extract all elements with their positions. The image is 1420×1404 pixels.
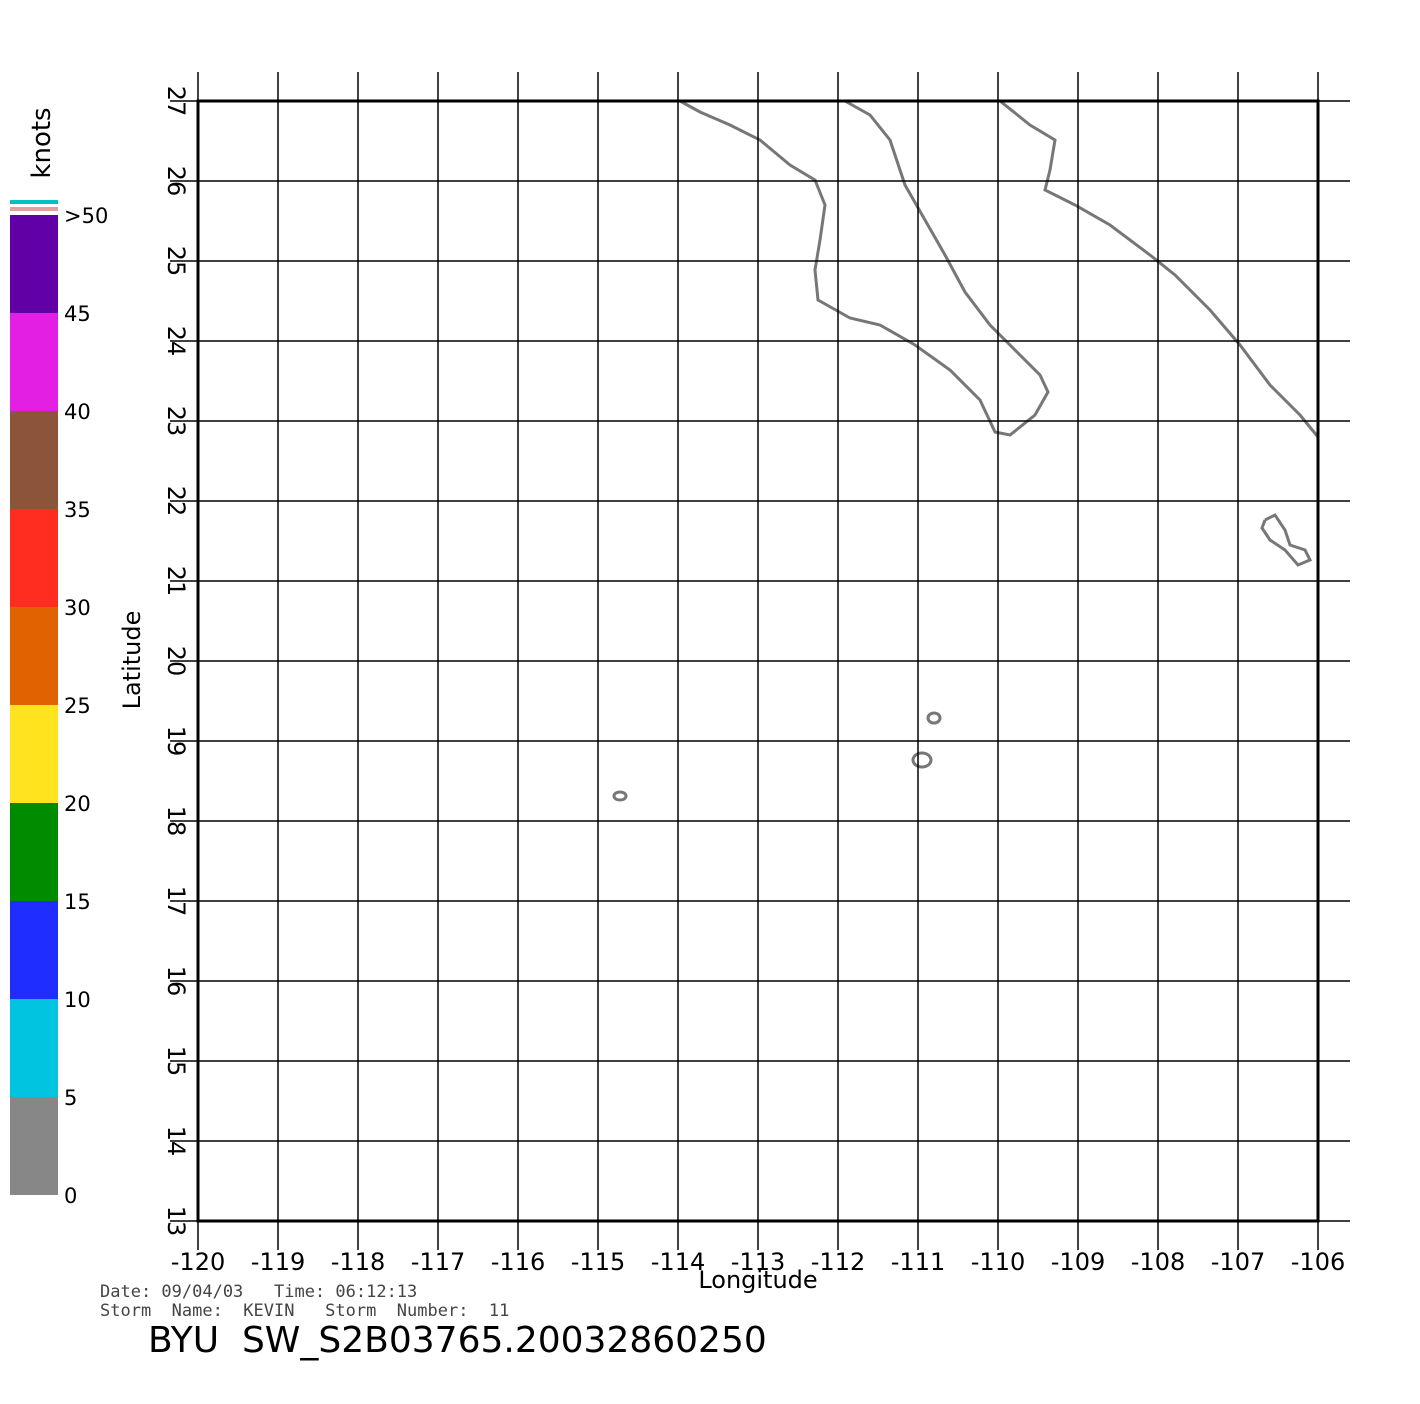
colorbar-segment bbox=[10, 509, 58, 607]
colorbar-cap bbox=[10, 207, 58, 211]
y-tick-label: 25 bbox=[162, 246, 190, 277]
colorbar-segment bbox=[10, 313, 58, 411]
colorbar-tick-label: 5 bbox=[64, 1086, 77, 1110]
x-tick-label: -118 bbox=[331, 1248, 385, 1276]
colorbar-tick-label: 35 bbox=[64, 498, 91, 522]
colorbar-shade bbox=[10, 705, 58, 803]
x-tick-label: -106 bbox=[1291, 1248, 1345, 1276]
island bbox=[911, 751, 933, 769]
y-tick-label: 19 bbox=[162, 726, 190, 757]
y-axis-label: Latitude bbox=[118, 611, 146, 710]
colorbar-shade bbox=[10, 509, 58, 607]
y-tick-label: 27 bbox=[162, 86, 190, 117]
colorbar-shade bbox=[10, 313, 58, 411]
coastline bbox=[679, 99, 1050, 437]
x-tick-label: -107 bbox=[1211, 1248, 1265, 1276]
colorbar-label: knots bbox=[27, 107, 57, 178]
y-tick-label: 26 bbox=[162, 166, 190, 197]
colorbar-segment bbox=[10, 215, 58, 313]
x-tick-label: -108 bbox=[1131, 1248, 1185, 1276]
plot-frame bbox=[196, 99, 1320, 1223]
colorbar-tick-label: 10 bbox=[64, 988, 91, 1012]
colorbar-shade bbox=[10, 607, 58, 705]
island bbox=[1260, 513, 1313, 567]
colorbar-shade bbox=[10, 901, 58, 999]
colorbar-segment bbox=[10, 901, 58, 999]
colorbar-shade bbox=[10, 803, 58, 901]
y-tick-label: 15 bbox=[162, 1046, 190, 1077]
island bbox=[926, 711, 942, 725]
colorbar-segment bbox=[10, 411, 58, 509]
x-tick-label: -111 bbox=[891, 1248, 945, 1276]
colorbar-segment bbox=[10, 803, 58, 901]
y-tick-label: 24 bbox=[162, 326, 190, 357]
coastline bbox=[999, 99, 1320, 438]
colorbar-segment bbox=[10, 999, 58, 1097]
y-tick-label: 17 bbox=[162, 886, 190, 917]
x-tick-label: -112 bbox=[811, 1248, 865, 1276]
colorbar-tick-label: 45 bbox=[64, 302, 91, 326]
x-tick-label: -113 bbox=[731, 1248, 785, 1276]
colorbar-tick-label: 40 bbox=[64, 400, 91, 424]
y-tick-label: 13 bbox=[162, 1206, 190, 1237]
x-tick-label: -110 bbox=[971, 1248, 1025, 1276]
y-tick-label: 20 bbox=[162, 646, 190, 677]
y-tick-label: 22 bbox=[162, 486, 190, 517]
y-tick-label: 16 bbox=[162, 966, 190, 997]
colorbar-segment bbox=[10, 607, 58, 705]
storm-line: Storm Name: KEVIN Storm Number: 11 bbox=[100, 1301, 509, 1321]
colorbar-tick-label: 20 bbox=[64, 792, 91, 816]
island bbox=[612, 790, 628, 802]
colorbar-shade bbox=[10, 1097, 58, 1195]
x-axis-label: Longitude bbox=[698, 1266, 817, 1294]
colorbar-shade bbox=[10, 999, 58, 1097]
colorbar-cap bbox=[10, 200, 58, 204]
y-tick-label: 14 bbox=[162, 1126, 190, 1157]
y-tick-label: 18 bbox=[162, 806, 190, 837]
x-tick-label: -117 bbox=[411, 1248, 465, 1276]
colorbar-tick-label: 15 bbox=[64, 890, 91, 914]
x-tick-label: -119 bbox=[251, 1248, 305, 1276]
date-line: Date: 09/04/03 Time: 06:12:13 bbox=[100, 1282, 417, 1302]
colorbar-segment bbox=[10, 1097, 58, 1195]
colorbar-tick-label: 0 bbox=[64, 1184, 77, 1208]
colorbar-tick-label: >50 bbox=[64, 204, 108, 228]
colorbar-tick-label: 30 bbox=[64, 596, 91, 620]
colorbar-tick-label: 25 bbox=[64, 694, 91, 718]
x-tick-label: -120 bbox=[171, 1248, 225, 1276]
colorbar-segment bbox=[10, 705, 58, 803]
y-tick-label: 21 bbox=[162, 566, 190, 597]
file-name: BYU SW_S2B03765.20032860250 bbox=[148, 1320, 767, 1361]
y-tick-label: 23 bbox=[162, 406, 190, 437]
colorbar-shade bbox=[10, 411, 58, 509]
x-tick-label: -115 bbox=[571, 1248, 625, 1276]
x-tick-label: -114 bbox=[651, 1248, 705, 1276]
colorbar-shade bbox=[10, 215, 58, 313]
x-tick-label: -109 bbox=[1051, 1248, 1105, 1276]
x-tick-label: -116 bbox=[491, 1248, 545, 1276]
